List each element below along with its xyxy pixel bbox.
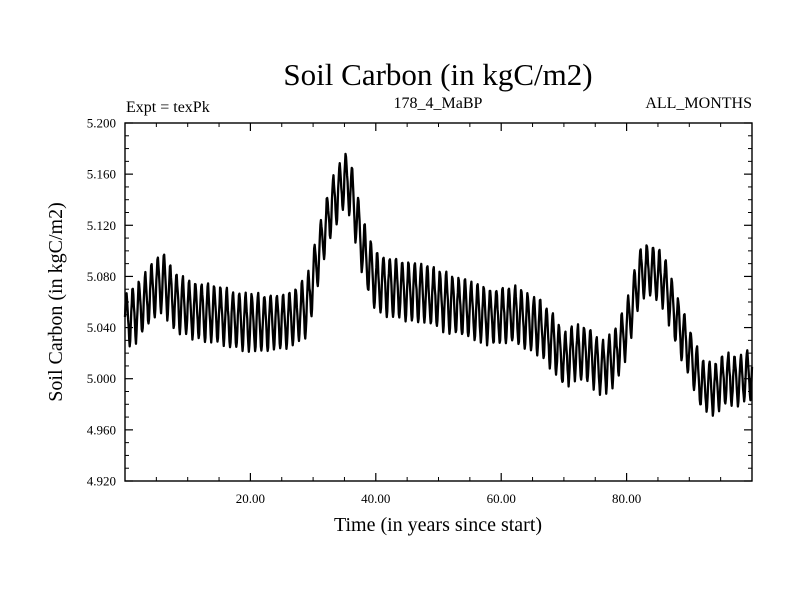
y-tick-label: 5.200 <box>87 116 116 131</box>
period-label: 178_4_MaBP <box>394 95 483 112</box>
chart-title: Soil Carbon (in kgC/m2) <box>283 57 592 92</box>
y-axis-label: Soil Carbon (in kgC/m2) <box>45 202 67 401</box>
months-label: ALL_MONTHS <box>645 95 752 112</box>
series-group <box>123 152 754 417</box>
x-axis-label: Time (in years since start) <box>334 514 542 536</box>
x-tick-label: 80.00 <box>612 491 641 506</box>
y-tick-label: 4.920 <box>87 474 116 489</box>
soil-carbon-line <box>123 152 754 417</box>
y-tick-label: 5.160 <box>87 167 116 182</box>
y-tick-label: 5.040 <box>87 320 116 335</box>
y-tick-label: 4.960 <box>87 422 116 437</box>
x-tick-label: 60.00 <box>487 491 516 506</box>
y-tick-label: 5.080 <box>87 269 116 284</box>
y-tick-label: 5.000 <box>87 371 116 386</box>
y-tick-label: 5.120 <box>87 218 116 233</box>
x-tick-label: 20.00 <box>236 491 265 506</box>
x-tick-label: 40.00 <box>361 491 390 506</box>
axis-ticks: 4.920 4.960 5.000 5.040 5.080 5.120 5.160 5.200… <box>87 116 752 506</box>
experiment-label: Expt = texPk <box>126 99 210 116</box>
